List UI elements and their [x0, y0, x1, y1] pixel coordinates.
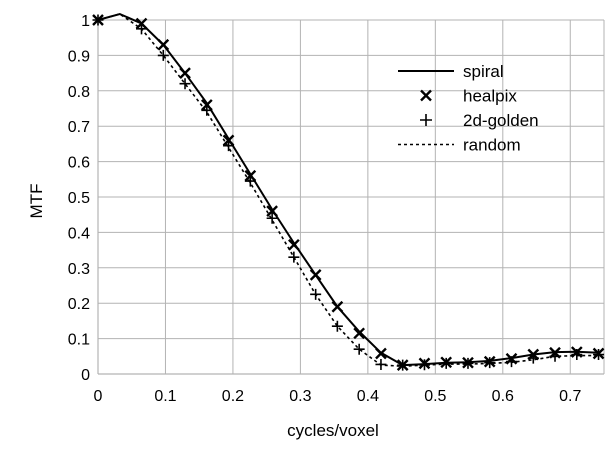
- data-point-2d-golden: [244, 175, 256, 187]
- y-tick-label: 0.3: [68, 261, 90, 278]
- data-point-healpix: [266, 205, 278, 218]
- data-point-2d-golden: [266, 212, 278, 224]
- y-tick-label: 0.4: [68, 225, 90, 242]
- legend-item-2d-golden: 2d-golden: [420, 111, 539, 130]
- data-point-2d-golden: [288, 251, 300, 263]
- axes: [97, 20, 604, 375]
- y-tick-label: 0: [81, 367, 90, 384]
- legend-item-spiral: spiral: [398, 62, 504, 81]
- legend-label: random: [463, 136, 521, 155]
- y-tick-label: 1: [81, 13, 90, 30]
- data-point-2d-golden: [593, 349, 605, 361]
- plot-area: [92, 12, 605, 371]
- data-point-healpix: [331, 300, 344, 313]
- legend-item-healpix: healpix: [420, 87, 517, 106]
- data-point-2d-golden: [223, 140, 235, 152]
- x-tick-label: 0.6: [492, 388, 514, 405]
- y-tick-label: 0.2: [68, 296, 90, 313]
- legend-label: 2d-golden: [463, 111, 539, 130]
- x-tick-label: 0.2: [222, 388, 244, 405]
- data-point-2d-golden: [571, 349, 583, 361]
- y-tick-labels: 0 0.1 0.2 0.3 0.4 0.5 0.6 0.7 0.8 0.9 1: [68, 13, 90, 384]
- data-point-2d-golden: [179, 78, 191, 90]
- series-line-spiral: [97, 12, 599, 367]
- data-point-2d-golden: [157, 49, 169, 61]
- data-point-2d-golden: [353, 343, 365, 355]
- data-point-2d-golden: [331, 320, 343, 332]
- data-point-2d-golden: [397, 359, 409, 371]
- legend-swatch: [420, 114, 432, 126]
- data-point-healpix: [309, 269, 322, 281]
- data-point-healpix: [353, 327, 366, 340]
- y-tick-label: 0.5: [68, 190, 90, 207]
- legend-label: healpix: [463, 87, 517, 106]
- legend: spiral healpix 2d-golden random: [398, 62, 539, 155]
- data-point-healpix: [288, 238, 300, 251]
- x-axis-label: cycles/voxel: [287, 421, 379, 440]
- data-point-2d-golden: [527, 352, 539, 364]
- data-point-healpix: [179, 67, 191, 79]
- y-tick-label: 0.7: [68, 119, 90, 136]
- data-point-2d-golden: [201, 104, 213, 116]
- data-point-healpix: [375, 347, 387, 360]
- legend-swatch: [420, 89, 432, 102]
- y-tick-label: 0.1: [68, 332, 90, 349]
- x-tick-label: 0.5: [424, 388, 446, 405]
- series-line-random: [97, 13, 599, 368]
- y-tick-label: 0.6: [68, 155, 90, 172]
- y-axis-label: MTF: [27, 184, 46, 219]
- y-tick-label: 0.8: [68, 84, 90, 101]
- x-tick-label: 0.3: [289, 388, 311, 405]
- x-tick-label: 0.7: [559, 388, 581, 405]
- x-tick-labels: 0 0.1 0.2 0.3 0.4 0.5 0.6 0.7: [94, 388, 582, 405]
- y-tick-label: 0.9: [68, 48, 90, 65]
- data-point-healpix: [157, 38, 170, 51]
- legend-item-random: random: [398, 136, 521, 155]
- x-tick-label: 0.4: [357, 388, 379, 405]
- x-tick-label: 0: [94, 388, 103, 405]
- x-tick-label: 0.1: [154, 388, 176, 405]
- legend-label: spiral: [463, 62, 504, 81]
